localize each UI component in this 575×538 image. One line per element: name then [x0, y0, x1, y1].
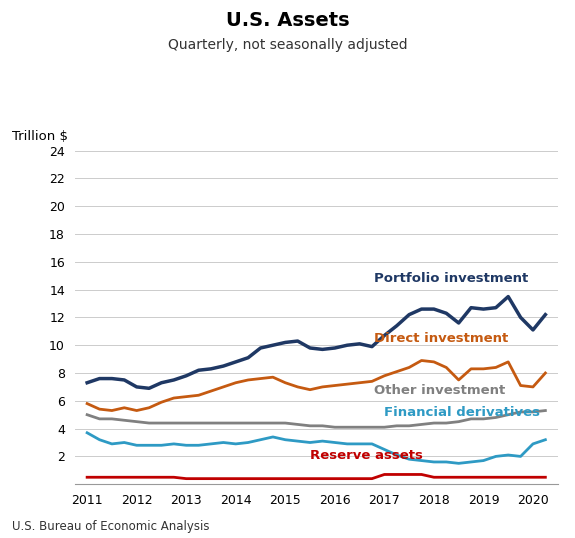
- Text: Quarterly, not seasonally adjusted: Quarterly, not seasonally adjusted: [168, 38, 407, 52]
- Text: Direct investment: Direct investment: [374, 332, 509, 345]
- Text: Portfolio investment: Portfolio investment: [374, 272, 528, 286]
- Text: Reserve assets: Reserve assets: [310, 449, 423, 462]
- Text: Trillion $: Trillion $: [12, 130, 67, 143]
- Text: Financial derivatives: Financial derivatives: [384, 406, 540, 419]
- Text: Other investment: Other investment: [374, 384, 505, 397]
- Text: U.S. Assets: U.S. Assets: [225, 11, 350, 30]
- Text: U.S. Bureau of Economic Analysis: U.S. Bureau of Economic Analysis: [12, 520, 209, 533]
